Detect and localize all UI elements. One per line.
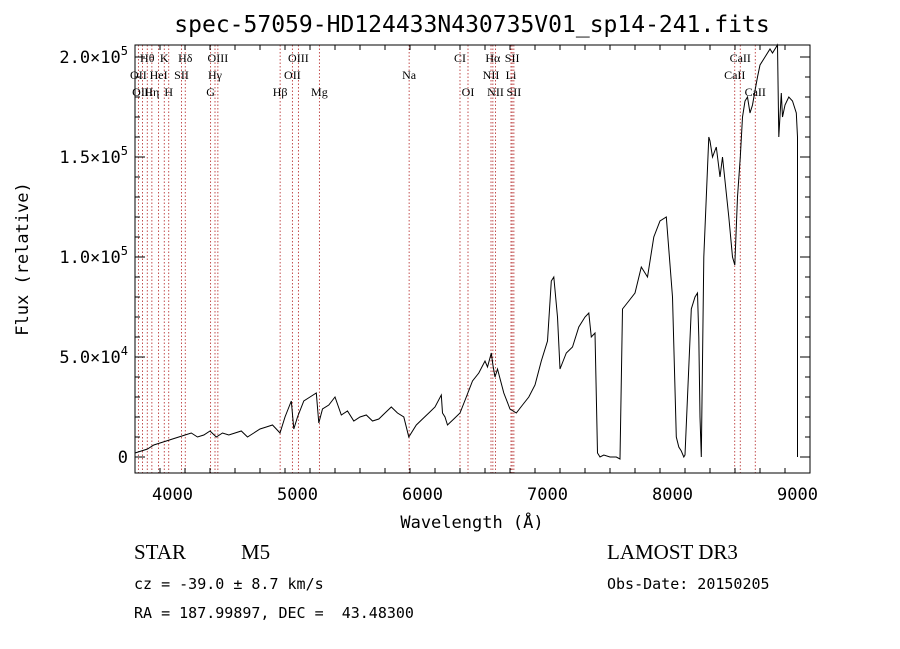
y-tick-label: 0 (118, 448, 128, 468)
plot-frame (134, 44, 811, 474)
spectral-line-label: OIII (132, 85, 153, 99)
x-tick-labels: 4000 5000 6000 7000 8000 9000 (152, 485, 818, 505)
x-tick-label: 7000 (527, 485, 568, 505)
spectral-line-label: H (164, 85, 173, 99)
redshift-velocity: cz = -39.0 ± 8.7 km/s (134, 575, 324, 593)
spectral-line-label: Li (506, 68, 517, 82)
y-tick-label: 5.0×104 (59, 344, 128, 368)
survey-name: LAMOST DR3 (607, 540, 738, 564)
spectral-line-label: Hη (144, 85, 159, 99)
object-class: STAR (134, 540, 186, 564)
spectral-line-label: NII (483, 68, 500, 82)
spectral-line-label: Hθ (140, 51, 155, 65)
object-subclass: M5 (241, 540, 271, 564)
spectral-line-label: OIII (288, 51, 309, 65)
spectral-line-label: CaII (745, 85, 766, 99)
y-tick-label: 2.0×105 (59, 44, 128, 68)
spectral-line-label: NII (487, 85, 504, 99)
spectral-line-label: Hβ (273, 85, 288, 99)
spectral-line-label: Mg (311, 85, 328, 99)
spectral-line-label: K (160, 51, 169, 65)
y-tick-label: 1.0×105 (59, 244, 128, 268)
spectral-line-label: Hα (485, 51, 501, 65)
coordinates: RA = 187.99897, DEC = 43.48300 (134, 604, 414, 622)
x-tick-label: 8000 (652, 485, 693, 505)
spectral-line-label: CI (454, 51, 466, 65)
chart-title: spec-57059-HD124433N430735V01_sp14-241.f… (174, 12, 769, 38)
spectral-line-label: Hγ (208, 68, 223, 82)
spectral-line-label: HeI (150, 68, 168, 82)
spectral-line-label: OII (284, 68, 301, 82)
y-tick-label: 1.5×105 (59, 144, 128, 168)
spectral-line-label: Hδ (178, 51, 193, 65)
spectral-line-label: G (206, 85, 215, 99)
spectral-line-label: SII (507, 85, 522, 99)
spectral-line-label: OIII (208, 51, 229, 65)
x-tick-label: 5000 (277, 485, 318, 505)
spectral-line-label: CaII (724, 68, 745, 82)
spectral-line-label: SII (505, 51, 520, 65)
spectral-line-markers (137, 45, 756, 473)
y-tick-labels: 0 5.0×104 1.0×105 1.5×105 2.0×105 (59, 44, 128, 468)
spectral-line-label: SII (174, 68, 189, 82)
spectral-line-label: OI (462, 85, 475, 99)
x-tick-label: 4000 (152, 485, 193, 505)
x-axis-label: Wavelength (Å) (400, 511, 543, 533)
spectral-line-label: OII (130, 68, 147, 82)
spectrum-line (134, 43, 798, 460)
spectral-line-label: Na (402, 68, 417, 82)
spectral-line-label: CaII (730, 51, 751, 65)
observation-date: Obs-Date: 20150205 (607, 575, 770, 593)
y-axis-label: Flux (relative) (13, 182, 33, 336)
x-tick-label: 6000 (402, 485, 443, 505)
x-tick-label: 9000 (777, 485, 818, 505)
